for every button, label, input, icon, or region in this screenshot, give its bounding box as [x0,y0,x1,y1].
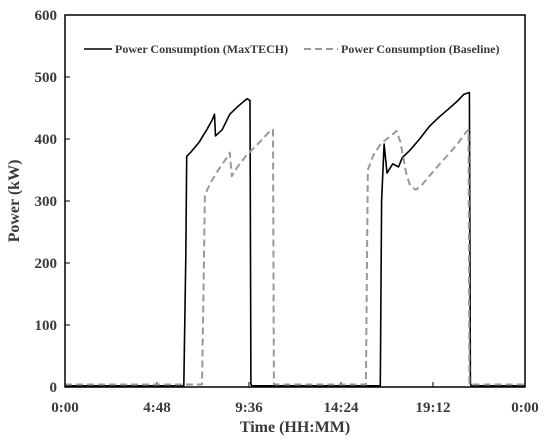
y-axis-title: Power (kW) [6,160,23,243]
plot-area-frame [64,14,526,388]
y-tick-label: 100 [35,318,58,334]
series-line-baseline [65,128,525,386]
legend: Power Consumption (MaxTECH) Power Consum… [84,42,499,56]
y-tick-label: 300 [35,194,58,210]
legend-label-baseline: Power Consumption (Baseline) [341,42,499,56]
x-tick-label: 9:36 [235,400,263,416]
x-tick-label: 4:48 [143,400,171,416]
y-tick-label: 0 [50,380,58,396]
x-axis-ticks: 0:00 4:48 9:36 14:24 19:12 0:00 [51,382,539,416]
legend-label-maxtech: Power Consumption (MaxTECH) [115,42,288,56]
y-tick-label: 200 [35,256,58,272]
x-tick-label: 0:00 [511,400,539,416]
y-axis-ticks: 0 100 200 300 400 500 600 [35,8,70,396]
y-tick-label: 500 [35,70,58,86]
y-tick-label: 400 [35,132,58,148]
x-axis-title: Time (HH:MM) [240,419,350,436]
series-layer [65,91,525,387]
series-line-maxtech [65,91,525,387]
x-tick-label: 19:12 [416,400,451,416]
y-tick-label: 600 [35,8,58,24]
x-tick-label: 0:00 [51,400,79,416]
x-tick-label: 14:24 [324,400,359,416]
